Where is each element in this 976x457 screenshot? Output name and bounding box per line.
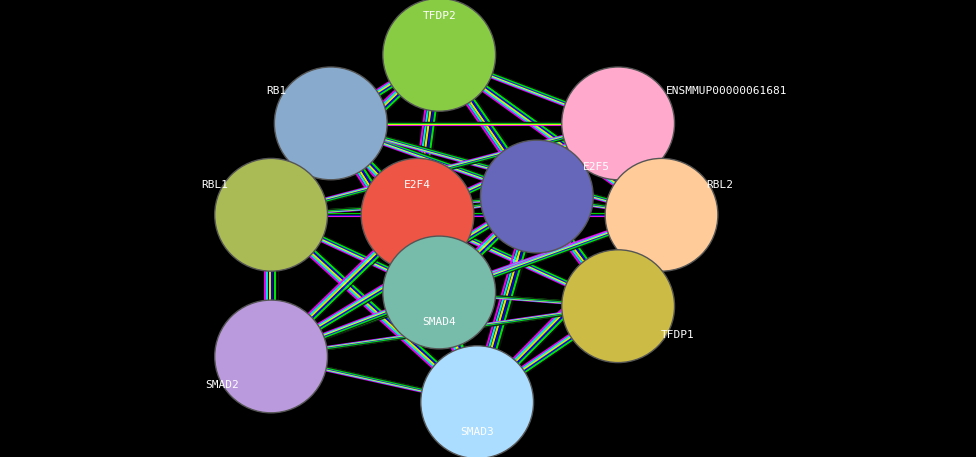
Text: E2F5: E2F5 xyxy=(583,162,610,172)
Text: TFDP2: TFDP2 xyxy=(423,11,456,21)
Ellipse shape xyxy=(274,67,387,180)
Ellipse shape xyxy=(361,159,474,271)
Ellipse shape xyxy=(562,250,674,362)
Text: SMAD3: SMAD3 xyxy=(461,427,494,437)
Text: ENSMMUP00000061681: ENSMMUP00000061681 xyxy=(666,86,788,96)
Ellipse shape xyxy=(215,159,328,271)
Text: E2F4: E2F4 xyxy=(404,180,431,190)
Text: RBL2: RBL2 xyxy=(707,180,734,190)
Text: SMAD2: SMAD2 xyxy=(205,380,239,390)
Ellipse shape xyxy=(215,300,328,413)
Ellipse shape xyxy=(480,140,593,253)
Ellipse shape xyxy=(605,159,718,271)
Ellipse shape xyxy=(421,346,534,457)
Ellipse shape xyxy=(383,236,496,349)
Text: SMAD4: SMAD4 xyxy=(423,317,456,327)
Ellipse shape xyxy=(562,67,674,180)
Text: TFDP1: TFDP1 xyxy=(661,329,695,340)
Text: RB1: RB1 xyxy=(266,86,287,96)
Ellipse shape xyxy=(383,0,496,111)
Text: RBL1: RBL1 xyxy=(201,180,228,190)
